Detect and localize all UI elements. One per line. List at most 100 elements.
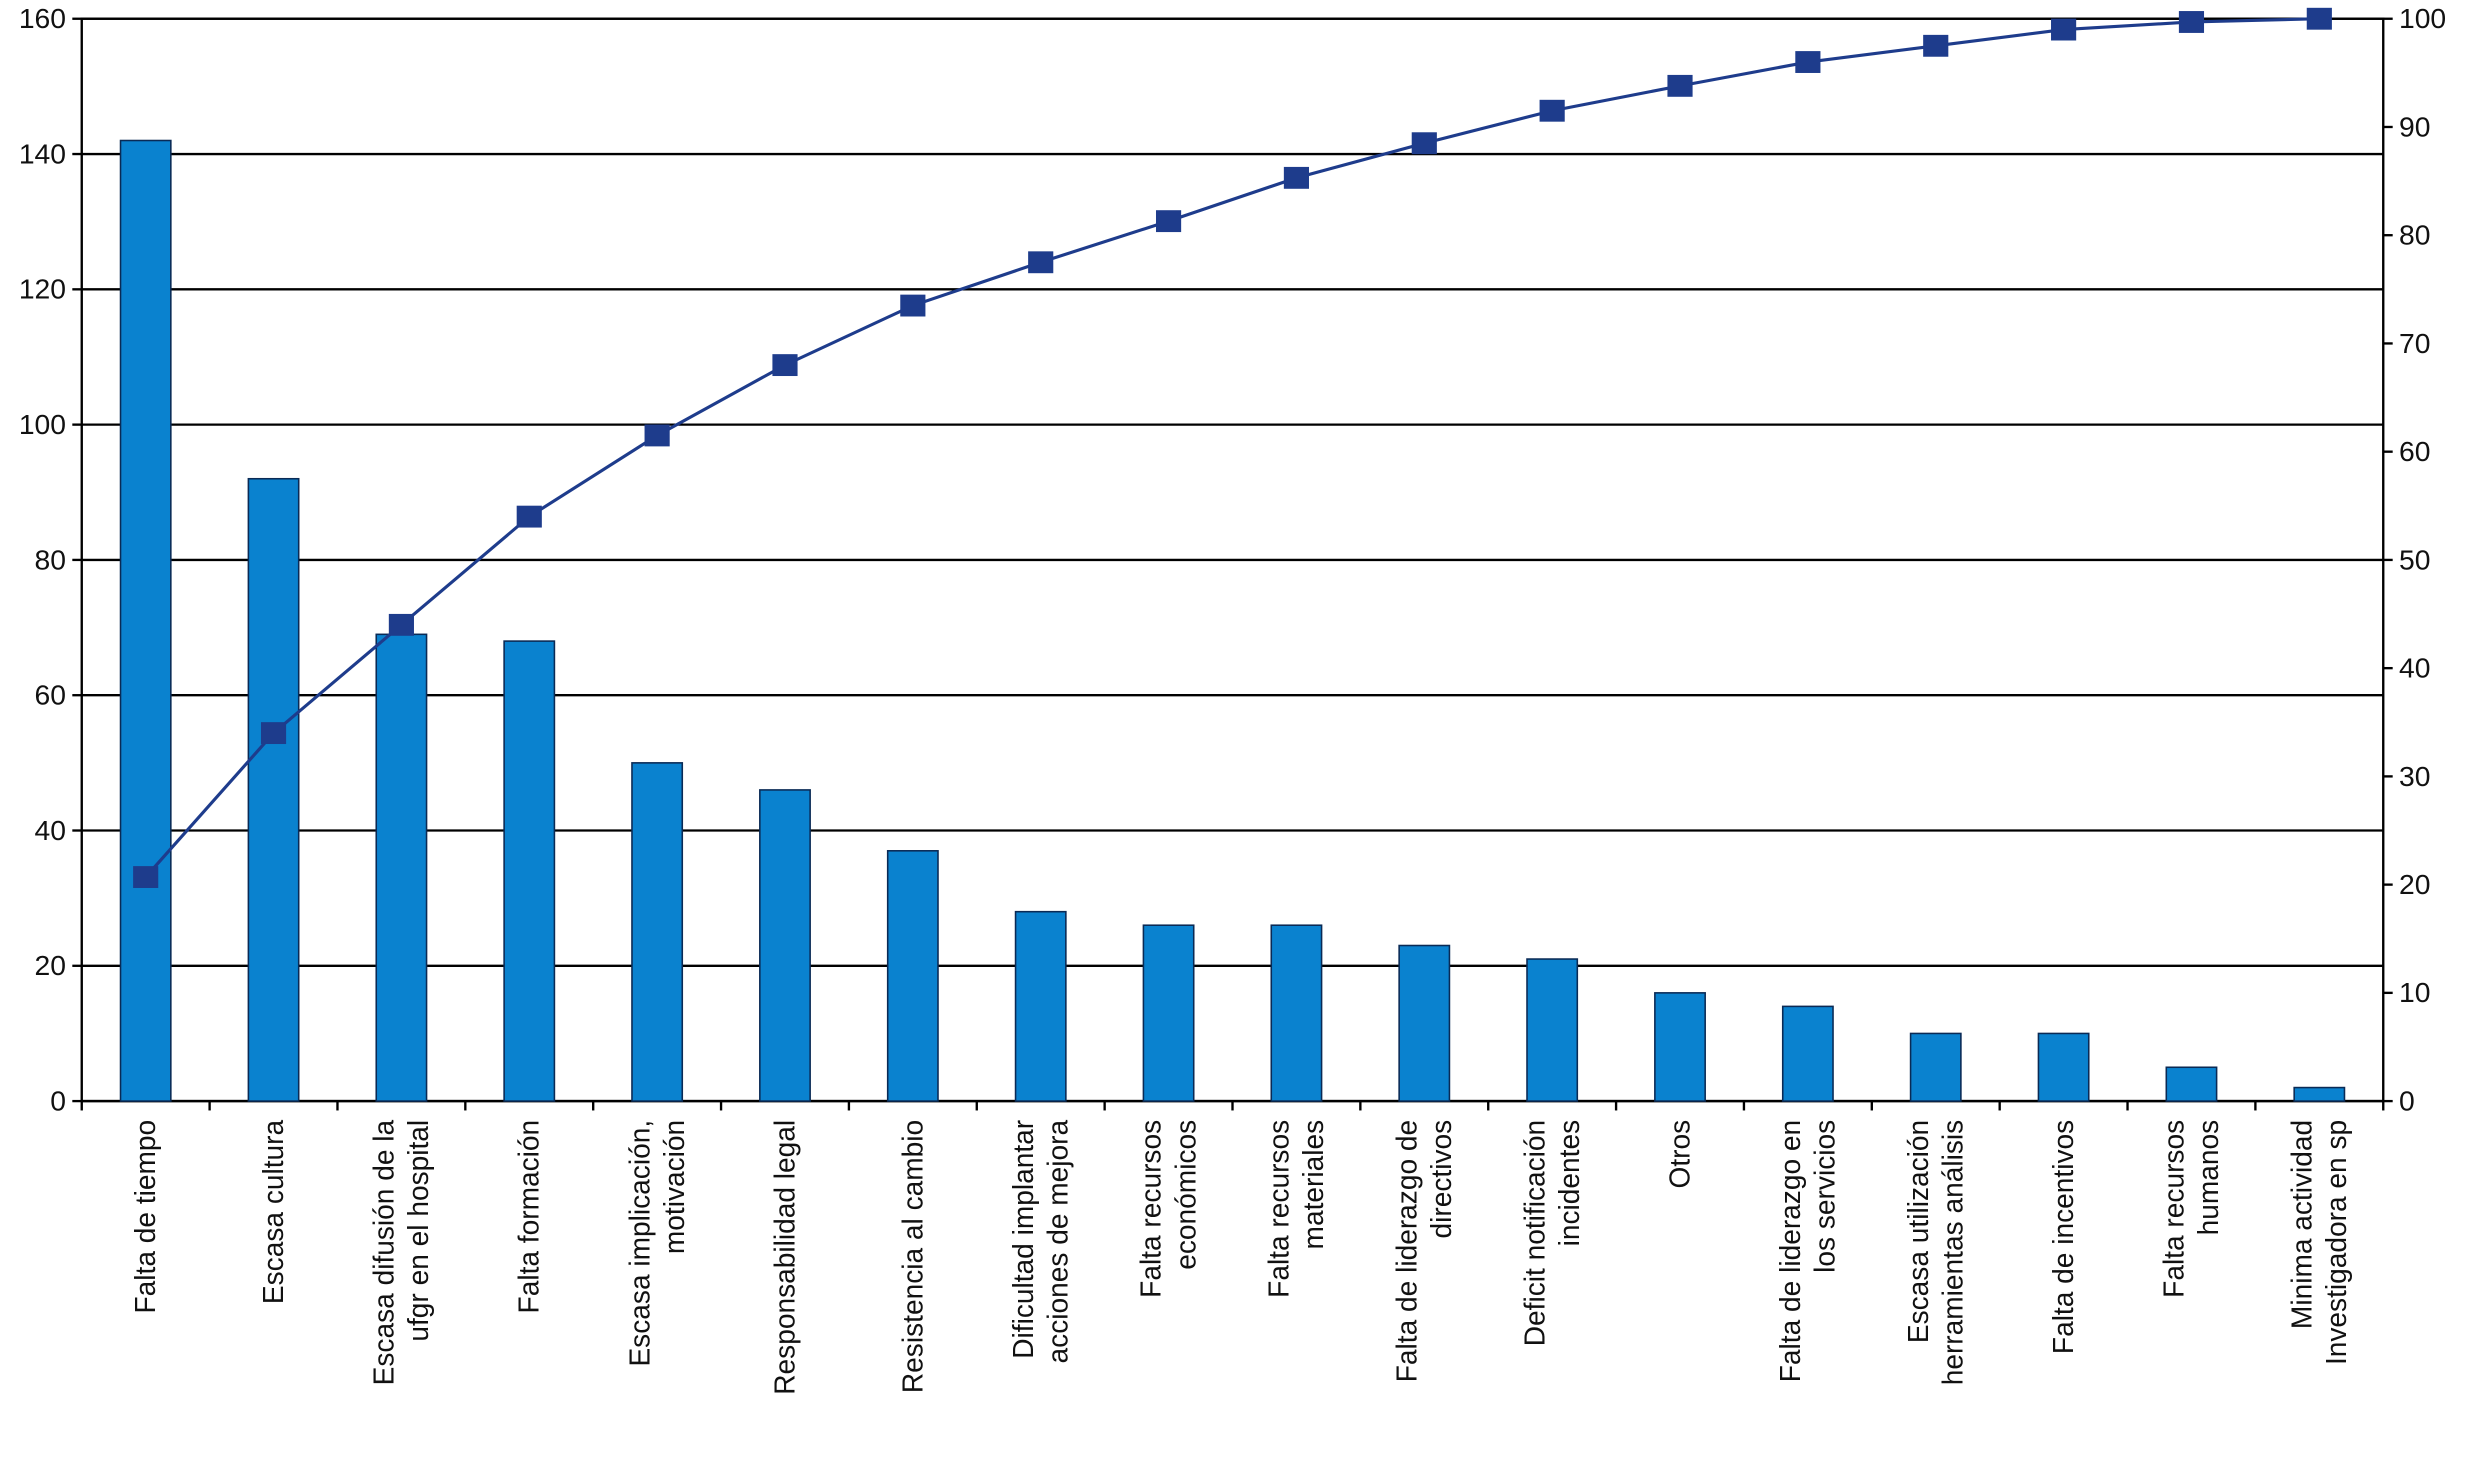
- x-tick-label: Falta recursos humanos: [2158, 1120, 2225, 1298]
- cumulative-marker: [260, 722, 287, 745]
- x-tick-label-line: incidentes: [1553, 1120, 1585, 1247]
- x-tick-label-line: los servicios: [1809, 1120, 1841, 1273]
- bar: [1781, 1005, 1834, 1102]
- cumulative-marker: [388, 613, 414, 636]
- x-tick-label-line: materiales: [1297, 1120, 1329, 1250]
- bar: [503, 640, 556, 1102]
- x-tick-label-line: Falta recursos: [1262, 1120, 1294, 1298]
- x-tick-label: Responsabilidad legal: [768, 1120, 800, 1395]
- x-tick-label: Minima actividad Investigadora en sp: [2285, 1120, 2352, 1365]
- bar: [759, 789, 811, 1102]
- y-tick-label: 100: [19, 408, 66, 440]
- x-tick-label-line: humanos: [2192, 1120, 2224, 1236]
- x-tick-label-line: Escasa difusión de la: [367, 1120, 399, 1386]
- y2-tick-label: 20: [2399, 868, 2430, 900]
- x-tick-label: Escasa implicación, motivación: [623, 1120, 690, 1367]
- x-tick-label-line: Dificultad implantar: [1007, 1120, 1039, 1359]
- bar: [631, 762, 684, 1102]
- x-tick-label-line: directivos: [1425, 1120, 1457, 1239]
- y-tick-label: 20: [35, 949, 66, 981]
- cumulative-marker: [772, 354, 798, 377]
- bar: [119, 139, 172, 1102]
- x-tick-label-line: Resistencia al cambio: [896, 1120, 928, 1393]
- y-tick-label: 0: [50, 1085, 66, 1117]
- cumulative-marker: [2178, 11, 2205, 33]
- cumulative-marker: [1795, 51, 1821, 73]
- y-tick-label: 40: [35, 814, 66, 846]
- x-tick-label: Falta de liderazgo de directivos: [1390, 1120, 1457, 1382]
- y2-tick-label: 10: [2399, 976, 2430, 1008]
- x-tick-label-line: Falta de liderazgo en: [1774, 1120, 1806, 1382]
- cumulative-marker: [2306, 7, 2332, 30]
- y2-tick-label: 80: [2399, 219, 2430, 251]
- bar: [247, 477, 300, 1102]
- y2-tick-label: 0: [2399, 1085, 2415, 1117]
- x-tick-label: Falta de tiempo: [129, 1120, 161, 1314]
- y2-tick-label: 40: [2399, 652, 2430, 684]
- x-tick-label: Resistencia al cambio: [896, 1120, 928, 1393]
- x-tick-label-line: Deficit notificación: [1518, 1120, 1550, 1346]
- x-tick-label-line: Falta de tiempo: [129, 1120, 161, 1314]
- cumulative-marker: [1028, 251, 1054, 274]
- bar: [2037, 1032, 2090, 1102]
- x-tick-label: Escasa difusión de la ufgr en el hospital: [367, 1120, 434, 1386]
- x-tick-label-line: económicos: [1169, 1120, 1201, 1270]
- x-tick-label-line: acciones de mejora: [1041, 1120, 1073, 1364]
- x-tick-label: Dificultad implantar acciones de mejora: [1007, 1120, 1074, 1364]
- bar: [1142, 924, 1195, 1102]
- x-tick-label-line: Investigadora en sp: [2320, 1120, 2352, 1365]
- bar: [1014, 910, 1067, 1102]
- bar: [886, 850, 939, 1102]
- y-tick-label: 160: [19, 2, 66, 34]
- x-tick-label-line: Falta de incentivos: [2047, 1120, 2079, 1354]
- x-tick-label-line: Falta de liderazgo de: [1390, 1120, 1422, 1382]
- x-tick-label-line: Falta recursos: [2158, 1120, 2190, 1298]
- x-tick-label: Falta formación: [513, 1120, 545, 1314]
- cumulative-marker: [133, 866, 159, 888]
- x-tick-label-line: Responsabilidad legal: [768, 1120, 800, 1395]
- bar: [2165, 1066, 2218, 1102]
- x-tick-label-line: Escasa utilización: [1902, 1120, 1934, 1343]
- x-tick-label-line: Minima actividad: [2285, 1120, 2317, 1329]
- cumulative-marker: [1923, 34, 1949, 57]
- x-tick-label-line: motivación: [658, 1120, 690, 1254]
- x-tick-label: Deficit notificación incidentes: [1518, 1120, 1585, 1346]
- x-tick-label-line: ufgr en el hospital: [402, 1120, 434, 1342]
- cumulative-marker: [644, 424, 670, 447]
- x-tick-label: Falta de incentivos: [2047, 1120, 2079, 1354]
- x-tick-label: Falta de liderazgo en los servicios: [1774, 1120, 1841, 1382]
- bar: [1654, 992, 1706, 1102]
- x-tick-label-line: Falta recursos: [1135, 1120, 1167, 1298]
- x-tick-label-line: Escasa cultura: [257, 1120, 289, 1305]
- y2-tick-label: 60: [2399, 435, 2430, 467]
- cumulative-marker: [1155, 210, 1182, 233]
- cumulative-marker: [1667, 74, 1693, 97]
- bar: [1526, 958, 1579, 1102]
- y-tick-label: 140: [19, 137, 66, 169]
- y2-tick-label: 100: [2399, 2, 2446, 34]
- x-tick-label-line: Otros: [1663, 1120, 1695, 1189]
- y-tick-label: 120: [19, 273, 66, 305]
- x-tick-label-line: herramientas análisis: [1936, 1120, 1968, 1385]
- cumulative-marker: [2051, 18, 2077, 41]
- x-tick-label-line: Escasa implicación,: [623, 1120, 655, 1367]
- x-tick-label: Escasa utilización herramientas análisis: [1902, 1120, 1969, 1385]
- cumulative-marker: [516, 505, 542, 528]
- x-tick-label-line: Falta formación: [513, 1120, 545, 1314]
- x-tick-label: Escasa cultura: [257, 1120, 289, 1305]
- bar: [1270, 924, 1323, 1102]
- bar: [375, 633, 428, 1102]
- y2-tick-label: 70: [2399, 327, 2430, 359]
- cumulative-marker: [1283, 166, 1310, 189]
- cumulative-marker: [1539, 99, 1565, 122]
- cumulative-marker: [900, 294, 926, 317]
- bar: [2293, 1086, 2346, 1102]
- y2-tick-label: 50: [2399, 543, 2430, 575]
- cumulative-marker: [1411, 132, 1437, 155]
- y-tick-label: 80: [35, 543, 66, 575]
- bar: [1398, 944, 1451, 1102]
- y2-tick-label: 90: [2399, 110, 2430, 142]
- bar: [1909, 1032, 1962, 1102]
- x-tick-label: Falta recursos económicos: [1135, 1120, 1202, 1298]
